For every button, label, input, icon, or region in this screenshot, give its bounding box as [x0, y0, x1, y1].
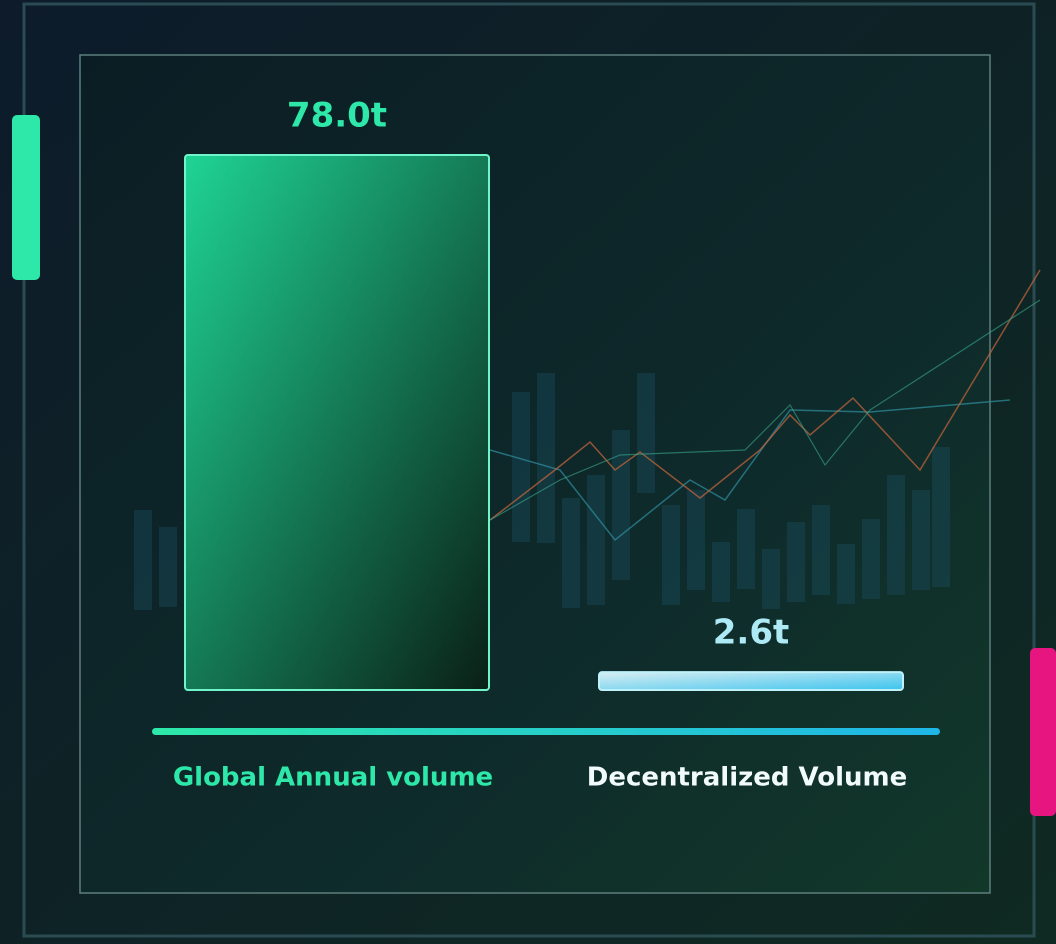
chart: 78.0t Global Annual volume 2.6t Decentraliz… — [0, 0, 1056, 944]
value-label: 2.6t — [713, 613, 789, 653]
page: 78.0t Global Annual volume 2.6t Decentraliz… — [0, 0, 1056, 944]
baseline-axis — [152, 728, 940, 735]
bar — [185, 155, 489, 690]
accent-pill — [12, 115, 40, 280]
bar — [599, 672, 903, 690]
value-label: 78.0t — [287, 96, 387, 136]
category-label: Global Annual volume — [173, 763, 493, 793]
category-label: Decentralized Volume — [587, 763, 908, 793]
accent-pill — [1030, 648, 1056, 816]
